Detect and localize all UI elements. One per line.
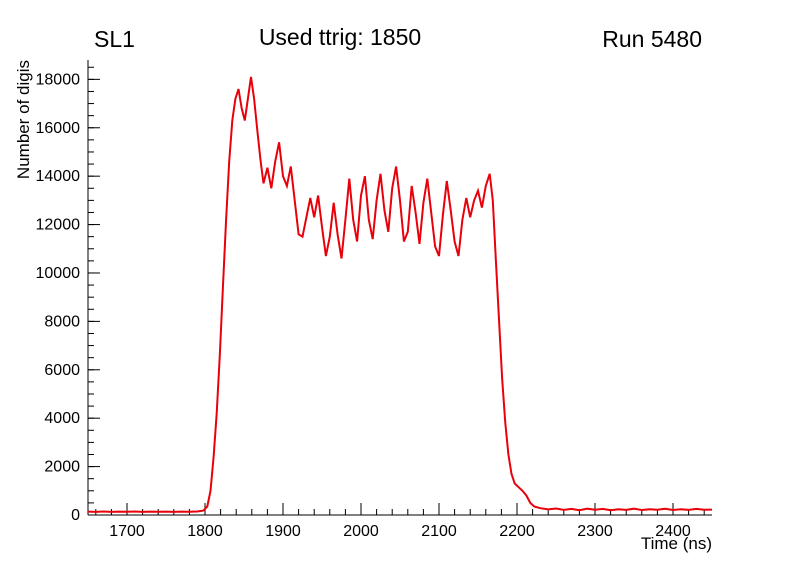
title-center: Used ttrig: 1850: [258, 24, 422, 50]
title-left: SL1: [94, 26, 135, 52]
x-tick-label: 1900: [265, 523, 301, 540]
x-axis-title: Time (ns): [640, 534, 712, 553]
y-tick-label: 14000: [36, 168, 81, 185]
x-tick-label: 2000: [343, 523, 379, 540]
x-tick-label: 1700: [109, 523, 145, 540]
y-tick-label: 8000: [44, 313, 80, 330]
y-tick-label: 4000: [44, 410, 80, 427]
y-tick-label: 0: [71, 507, 80, 524]
x-tick-label: 2300: [577, 523, 613, 540]
y-tick-label: 12000: [36, 217, 81, 234]
x-tick-label: 1800: [187, 523, 223, 540]
title-right: Run 5480: [602, 26, 702, 52]
x-tick-label: 2400: [655, 523, 691, 540]
y-tick-label: 6000: [44, 362, 80, 379]
y-tick-label: 16000: [36, 120, 81, 137]
x-tick-label: 2200: [499, 523, 535, 540]
y-axis-title: Number of digis: [14, 60, 33, 180]
data-line-digis: [87, 76, 713, 513]
x-tick-label: 2100: [421, 523, 457, 540]
y-tick-label: 18000: [36, 71, 81, 88]
y-tick-label: 2000: [44, 459, 80, 476]
y-tick-label: 10000: [36, 265, 81, 282]
